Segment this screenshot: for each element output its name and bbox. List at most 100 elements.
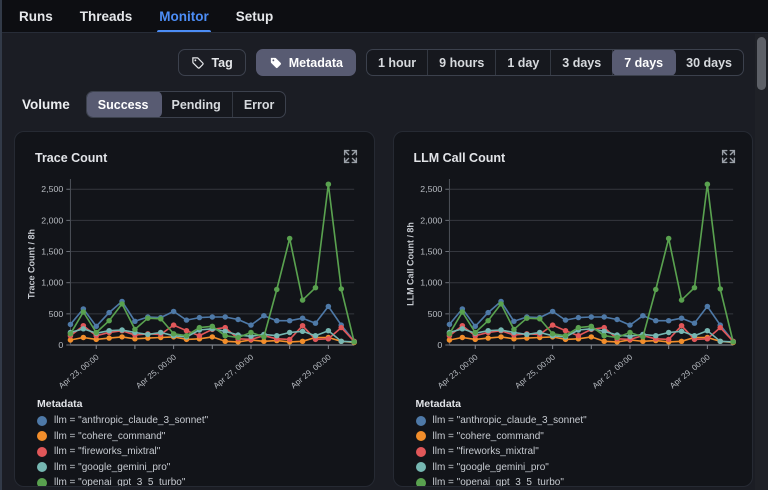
legend-dot	[415, 446, 426, 457]
panel-header: LLM Call Count	[394, 132, 753, 169]
legend-item: llm = "openai_gpt_3_5_turbo"	[415, 477, 753, 487]
svg-text:Apr 29, 00:00: Apr 29, 00:00	[668, 352, 712, 390]
legend-item: llm = "anthropic_claude_3_sonnet"	[37, 415, 374, 426]
legend-item: llm = "google_gemini_pro"	[37, 462, 374, 473]
svg-text:500: 500	[49, 309, 64, 319]
legend-dot	[37, 446, 47, 457]
legend-label: llm = "openai_gpt_3_5_turbo"	[54, 477, 186, 487]
legend-label: llm = "anthropic_claude_3_sonnet"	[54, 415, 209, 426]
svg-text:2,500: 2,500	[420, 184, 442, 194]
legend-item: llm = "cohere_command"	[415, 430, 753, 442]
volume-label: Volume	[22, 97, 70, 112]
volume-pending-tab[interactable]: Pending	[161, 92, 233, 117]
tab-setup[interactable]: Setup	[235, 8, 274, 24]
legend-items: llm = "anthropic_claude_3_sonnet"llm = "…	[37, 415, 374, 487]
llm-call-count-panel: LLM Call Count 0 500 1,000 1,500 2,000 2,500 A…	[392, 131, 753, 487]
tab-runs[interactable]: Runs	[19, 8, 53, 24]
legend-dot	[37, 462, 47, 472]
svg-text:Apr 23, 00:00: Apr 23, 00:00	[435, 352, 479, 390]
volume-row: Volume Success Pending Error	[22, 91, 753, 118]
volume-status-selector: Success Pending Error	[85, 91, 287, 118]
metadata-filter-button[interactable]: Metadata	[255, 49, 356, 76]
tab-monitor[interactable]: Monitor	[157, 0, 211, 32]
legend-title: Metadata	[415, 398, 462, 410]
time-range-selector: 1 hour 9 hours 1 day 3 days 7 days 30 da…	[365, 49, 744, 76]
svg-text:1,500: 1,500	[420, 247, 442, 257]
scrollbar-thumb[interactable]	[757, 37, 766, 90]
legend-item: llm = "fireworks_mixtral"	[37, 446, 374, 457]
volume-success-tab[interactable]: Success	[86, 92, 162, 117]
svg-text:Apr 29, 00:00: Apr 29, 00:00	[289, 352, 333, 390]
time-range-3-days[interactable]: 3 days	[551, 50, 614, 75]
svg-text:Apr 23, 00:00: Apr 23, 00:00	[57, 352, 101, 390]
svg-text:Trace Count / 8h: Trace Count / 8h	[26, 229, 36, 299]
svg-text:LLM Call Count / 8h: LLM Call Count / 8h	[405, 222, 415, 306]
svg-text:0: 0	[58, 340, 63, 350]
primary-nav: Runs Threads Monitor Setup	[19, 0, 273, 32]
time-range-7-days[interactable]: 7 days	[612, 50, 677, 75]
svg-text:Apr 25, 00:00: Apr 25, 00:00	[513, 352, 557, 390]
legend-title: Metadata	[37, 398, 83, 410]
time-range-9-hours[interactable]: 9 hours	[428, 50, 497, 75]
legend-items: llm = "anthropic_claude_3_sonnet"llm = "…	[415, 415, 753, 487]
legend-dot	[415, 462, 426, 472]
tag-filter-button[interactable]: Tag	[178, 49, 246, 76]
tab-threads[interactable]: Threads	[79, 8, 133, 24]
vertical-scrollbar[interactable]	[755, 34, 768, 490]
time-range-1-hour[interactable]: 1 hour	[367, 50, 429, 75]
svg-text:0: 0	[437, 340, 442, 350]
legend-dot	[37, 431, 47, 441]
window-left-border	[0, 0, 2, 490]
svg-text:Apr 25, 00:00: Apr 25, 00:00	[134, 352, 178, 390]
legend-label: llm = "anthropic_claude_3_sonnet"	[432, 415, 587, 426]
volume-error-tab[interactable]: Error	[233, 92, 286, 117]
legend-dot	[415, 477, 426, 486]
svg-text:1,000: 1,000	[41, 278, 63, 288]
svg-text:2,000: 2,000	[420, 216, 442, 226]
svg-text:Apr 27, 00:00: Apr 27, 00:00	[212, 352, 256, 390]
svg-text:2,000: 2,000	[41, 216, 63, 226]
trace-count-panel: Trace Count 0 500 1,000 1,500 2,000 2,500 Apr …	[14, 131, 375, 487]
panel-header: Trace Count	[15, 132, 374, 169]
expand-button[interactable]	[341, 147, 360, 169]
expand-icon	[721, 149, 736, 167]
llm-call-count-chart: 0 500 1,000 1,500 2,000 2,500 Apr 23, 00:00 Apr…	[405, 179, 736, 390]
svg-text:2,500: 2,500	[41, 184, 63, 194]
chart-panels: Trace Count 0 500 1,000 1,500 2,000 2,500 Apr …	[14, 131, 753, 487]
tag-filter-label: Tag	[211, 55, 233, 70]
svg-text:1,500: 1,500	[41, 247, 63, 257]
legend-label: llm = "fireworks_mixtral"	[54, 446, 161, 457]
svg-text:1,000: 1,000	[420, 278, 442, 288]
legend-item: llm = "fireworks_mixtral"	[415, 446, 753, 457]
legend-dot	[37, 477, 47, 486]
legend-dot	[415, 415, 426, 426]
top-nav-bar: Runs Threads Monitor Setup	[0, 0, 768, 33]
legend-item: llm = "openai_gpt_3_5_turbo"	[37, 477, 374, 487]
legend-label: llm = "cohere_command"	[432, 430, 544, 442]
time-range-30-days[interactable]: 30 days	[675, 50, 743, 75]
expand-button[interactable]	[719, 147, 738, 169]
time-range-1-day[interactable]: 1 day	[496, 50, 552, 75]
legend-item: llm = "anthropic_claude_3_sonnet"	[415, 415, 753, 426]
monitor-page: Tag Metadata 1 hour 9 hours 1 day 3 days…	[0, 49, 768, 487]
legend-dot	[415, 431, 426, 441]
legend-item: llm = "google_gemini_pro"	[415, 461, 753, 473]
tag-icon	[191, 56, 205, 69]
tag-filled-icon	[269, 56, 282, 69]
legend-label: llm = "openai_gpt_3_5_turbo"	[432, 477, 564, 487]
trace-count-chart: 0 500 1,000 1,500 2,000 2,500 Apr 23, 00:00 Apr…	[26, 179, 357, 390]
chart-legend: Metadata llm = "anthropic_claude_3_sonne…	[37, 398, 374, 487]
legend-label: llm = "cohere_command"	[54, 430, 166, 442]
expand-icon	[343, 149, 358, 167]
panel-title: LLM Call Count	[413, 151, 506, 165]
chart-legend: Metadata llm = "anthropic_claude_3_sonne…	[415, 398, 753, 487]
svg-text:500: 500	[427, 309, 442, 319]
metadata-filter-label: Metadata	[288, 55, 343, 70]
legend-label: llm = "fireworks_mixtral"	[432, 446, 539, 457]
legend-item: llm = "cohere_command"	[37, 431, 374, 442]
legend-label: llm = "google_gemini_pro"	[54, 461, 171, 473]
panel-title: Trace Count	[35, 151, 108, 165]
svg-text:Apr 27, 00:00: Apr 27, 00:00	[590, 352, 634, 390]
legend-dot	[37, 415, 47, 426]
legend-label: llm = "google_gemini_pro"	[432, 461, 549, 473]
